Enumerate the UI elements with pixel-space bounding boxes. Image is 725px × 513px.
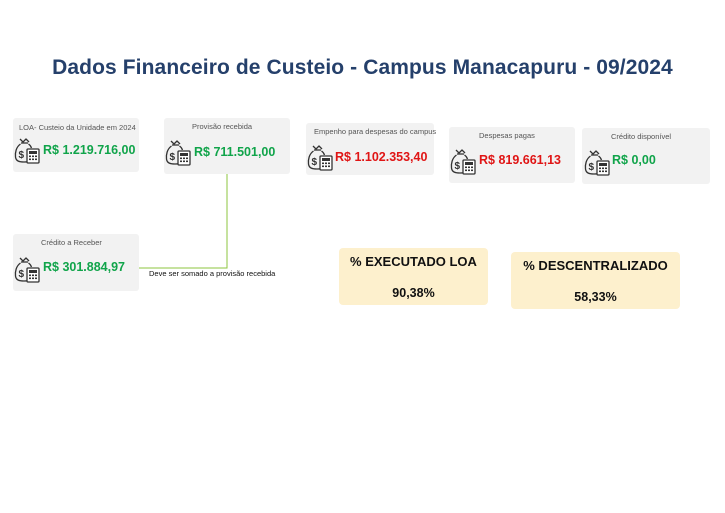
card-loa: LOA- Custeio da Unidade em 2024 $ R$ 1.2… xyxy=(13,118,139,172)
svg-text:$: $ xyxy=(19,150,25,161)
money-calculator-icon: $ xyxy=(584,150,610,176)
card-label: Crédito disponível xyxy=(611,132,672,141)
card-value: R$ 0,00 xyxy=(612,153,656,167)
money-calculator-icon: $ xyxy=(14,138,40,164)
card-label: Empenho para despesas do campus xyxy=(314,127,437,136)
card-label: Provisão recebida xyxy=(192,122,253,131)
card-value: R$ 1.102.353,40 xyxy=(335,150,428,164)
descentralizado-title: % DESCENTRALIZADO xyxy=(523,258,668,273)
card-label: Despesas pagas xyxy=(479,131,535,140)
executado-loa-title: % EXECUTADO LOA xyxy=(350,254,477,269)
card-empenho: Empenho para despesas do campus $ R$ 1.1… xyxy=(306,123,437,175)
svg-text:$: $ xyxy=(19,269,25,280)
money-calculator-icon: $ xyxy=(165,140,191,166)
connector-line xyxy=(139,174,228,269)
card-label: Crédito a Receber xyxy=(41,238,102,247)
money-calculator-icon: $ xyxy=(450,149,476,175)
note-text: Deve ser somado a provisão recebida xyxy=(149,269,276,278)
descentralizado-box: % DESCENTRALIZADO 58,33% xyxy=(511,252,680,309)
card-despesas: Despesas pagas $ R$ 819.661,13 xyxy=(449,127,575,183)
money-calculator-icon: $ xyxy=(14,257,40,283)
money-calculator-icon: $ xyxy=(307,145,333,171)
svg-text:$: $ xyxy=(170,152,176,163)
card-provisao: Provisão recebida $ R$ 711.501,00 xyxy=(164,118,290,174)
svg-text:$: $ xyxy=(589,162,595,173)
descentralizado-value: 58,33% xyxy=(574,290,617,304)
card-value: R$ 819.661,13 xyxy=(479,153,562,167)
card-value: R$ 301.884,97 xyxy=(43,260,126,274)
svg-text:$: $ xyxy=(455,161,461,172)
card-value: R$ 1.219.716,00 xyxy=(43,143,136,157)
executado-loa-box: % EXECUTADO LOA 90,38% xyxy=(339,248,488,305)
page-title: Dados Financeiro de Custeio - Campus Man… xyxy=(52,56,673,79)
svg-text:$: $ xyxy=(312,157,318,168)
card-credito-disponivel: Crédito disponível $ R$ 0,00 xyxy=(582,128,710,184)
card-value: R$ 711.501,00 xyxy=(194,145,276,159)
card-credito-receber: Crédito a Receber $ R$ 301.884,97 xyxy=(13,234,139,291)
executado-loa-value: 90,38% xyxy=(392,286,435,300)
card-label: LOA- Custeio da Unidade em 2024 xyxy=(19,123,136,132)
